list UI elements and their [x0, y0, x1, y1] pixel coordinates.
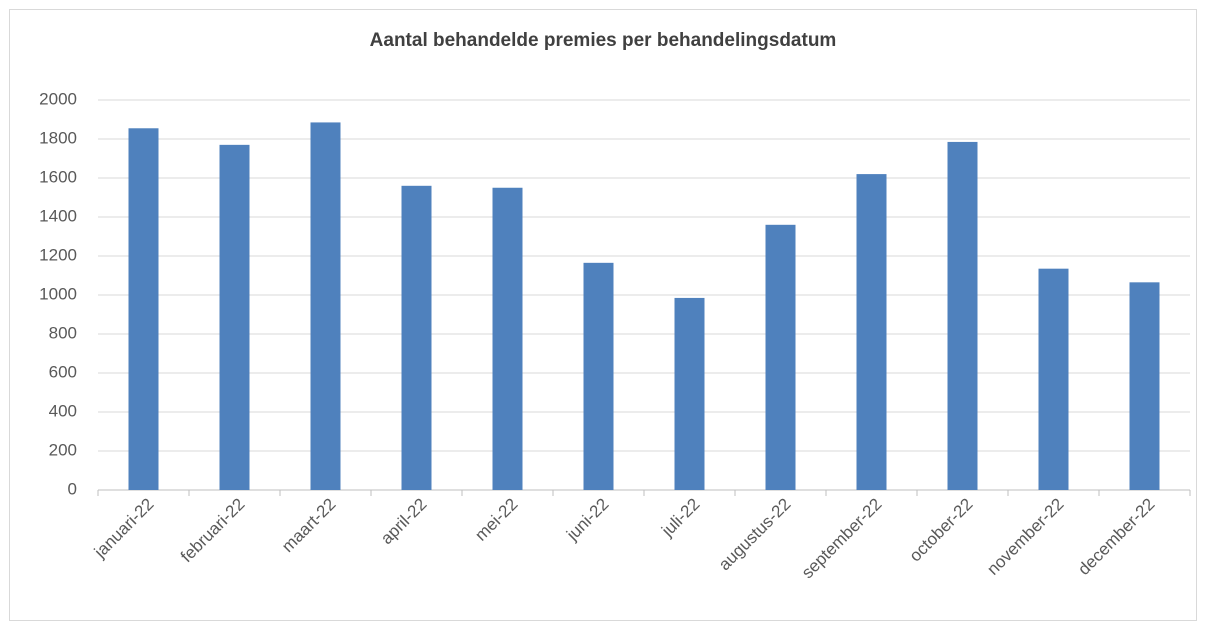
chart-title: Aantal behandelde premies per behandelin… [370, 30, 837, 51]
y-tick-label: 600 [49, 362, 77, 381]
bar [401, 185, 432, 491]
y-tick-label: 1600 [39, 167, 77, 186]
bar [492, 187, 523, 490]
y-tick-label: 1000 [39, 284, 77, 303]
bar [765, 224, 796, 491]
y-tick-label: 800 [49, 323, 77, 342]
y-tick-label: 1200 [39, 245, 77, 264]
y-tick-label: 200 [49, 440, 77, 459]
bar [856, 174, 887, 490]
y-tick-label: 1800 [39, 128, 77, 147]
bar [1038, 268, 1069, 490]
bar [583, 262, 614, 490]
bar [947, 141, 978, 491]
y-tick-label: 0 [68, 479, 77, 498]
y-tick-label: 2000 [39, 89, 77, 108]
bar [128, 128, 159, 490]
y-tick-label: 400 [49, 401, 77, 420]
bar [219, 144, 250, 490]
bar [1129, 282, 1160, 490]
bar [674, 297, 705, 490]
y-tick-label: 1400 [39, 206, 77, 225]
bar [310, 122, 341, 491]
